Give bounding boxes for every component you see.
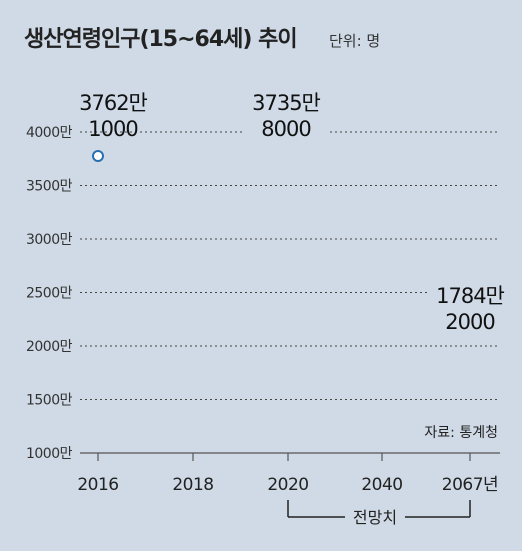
y-tick-label: 3500만	[26, 179, 73, 195]
x-tick-label: 2067년	[442, 475, 498, 495]
data-label: 1784만	[436, 284, 504, 308]
forecast-bracket: 전망치	[287, 500, 471, 527]
data-label: 3762만	[79, 91, 147, 115]
x-axis: 2016 2018 2020 2040 2067년	[77, 453, 499, 495]
bracket-label: 전망치	[353, 508, 397, 527]
unit-label: 단위: 명	[329, 32, 380, 50]
chart-title: 생산연령인구(15~64세) 추이	[24, 27, 297, 52]
data-label: 3735만	[252, 91, 320, 115]
data-label: 1000	[88, 117, 137, 141]
y-tick-label: 3000만	[26, 232, 73, 248]
source-note: 자료: 통계청	[424, 425, 498, 441]
y-tick-label: 2000만	[26, 339, 73, 355]
y-tick-label: 1500만	[26, 393, 73, 409]
data-label: 8000	[261, 117, 310, 141]
data-label: 2000	[445, 310, 494, 334]
y-axis-ticks: 4000만 3500만 3000만 2500만 2000만 1500만 1000만	[26, 125, 73, 462]
data-label-bg	[244, 90, 328, 142]
gridlines	[80, 131, 500, 454]
data-markers	[92, 150, 104, 162]
data-label-bg	[428, 283, 512, 335]
x-tick-label: 2020	[267, 475, 308, 495]
y-tick-label: 4000만	[26, 125, 73, 141]
x-tick-label: 2018	[172, 475, 213, 495]
x-tick-label: 2040	[361, 475, 402, 495]
y-tick-label: 1000만	[26, 446, 73, 462]
data-point-2016	[92, 150, 104, 162]
x-tick-label: 2016	[77, 475, 118, 495]
y-tick-label: 2500만	[26, 286, 73, 302]
